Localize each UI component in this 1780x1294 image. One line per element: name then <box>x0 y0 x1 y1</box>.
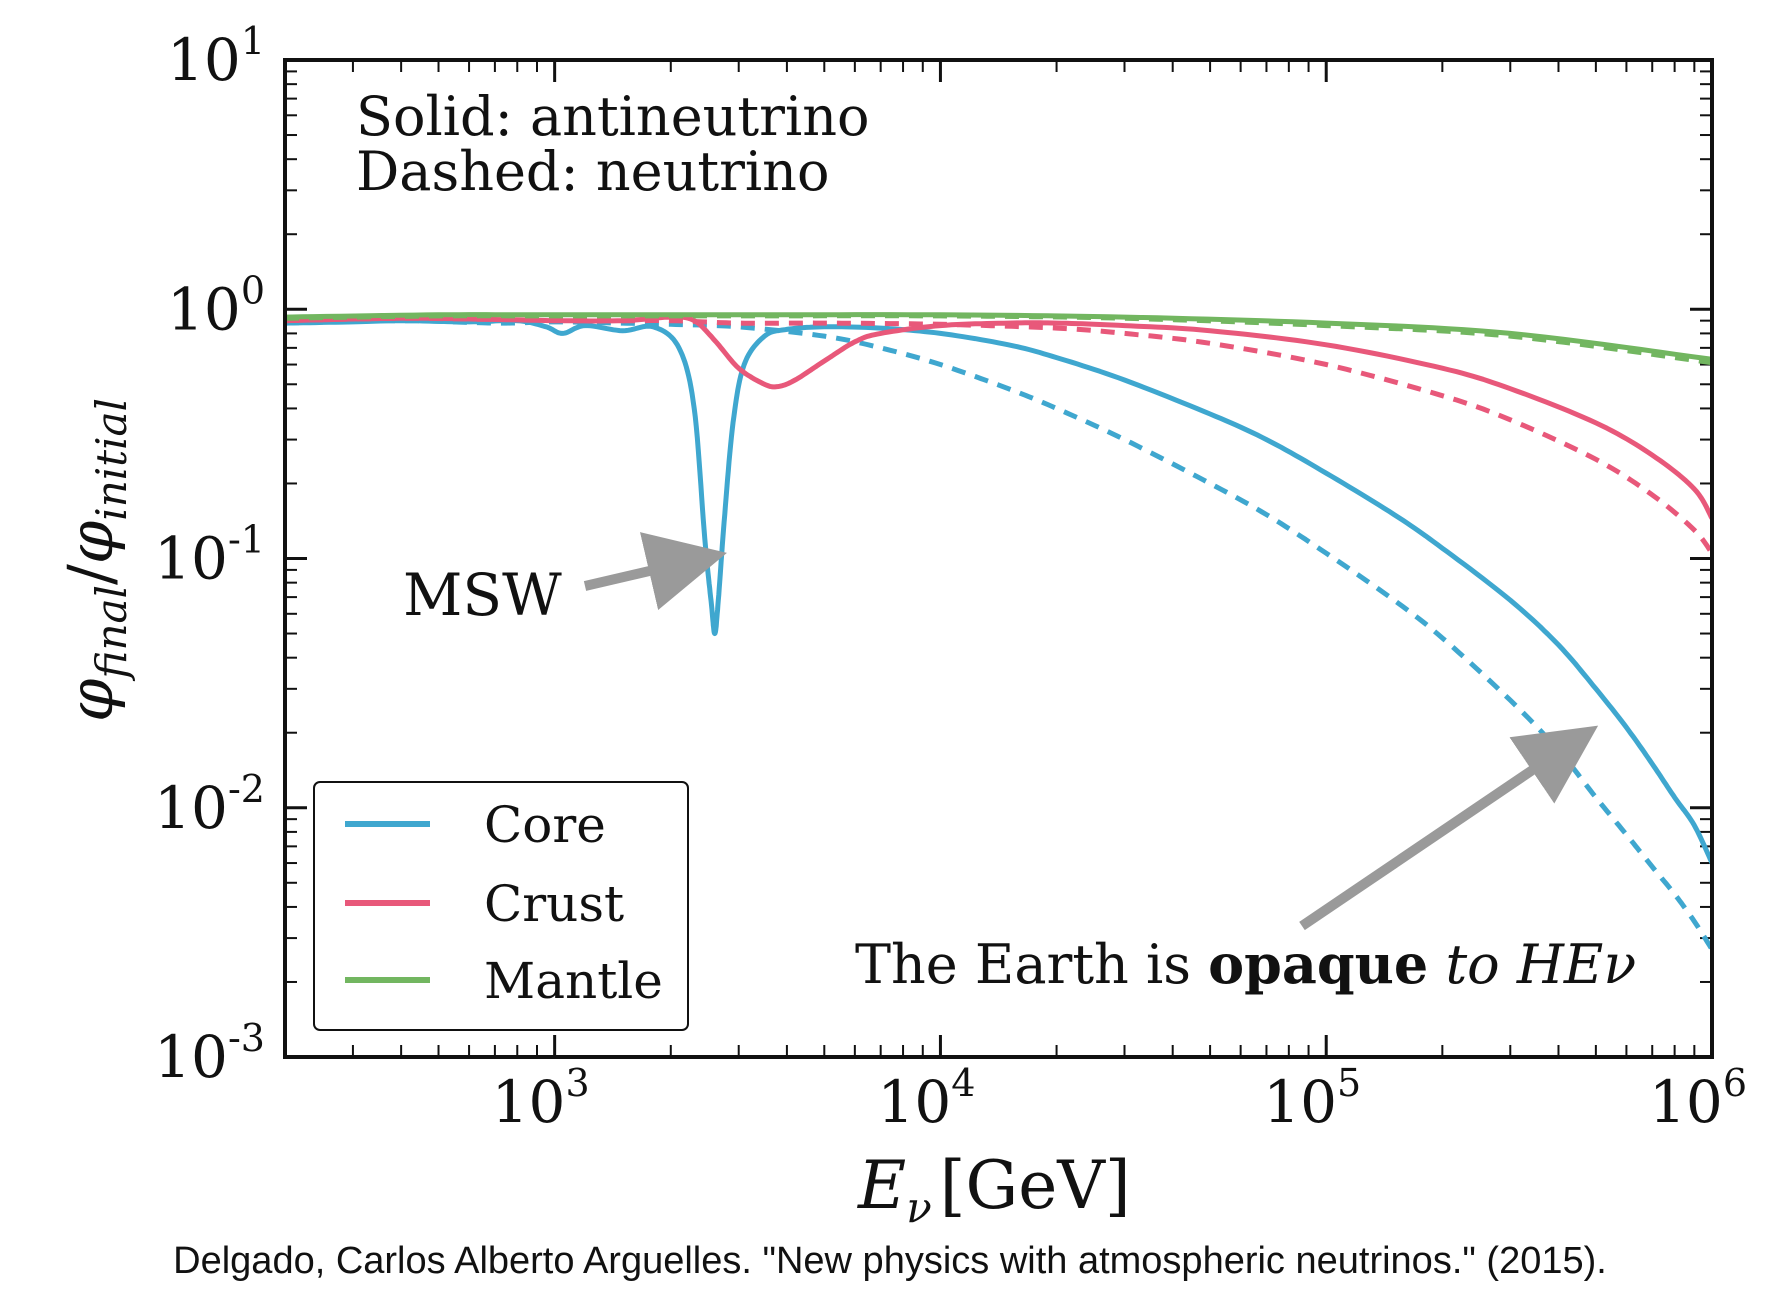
opaque-label: The Earth is opaque to HEν <box>855 932 1636 996</box>
opaque-label-post: to HEν <box>1428 933 1636 996</box>
y-tick-exp: 1 <box>241 19 265 63</box>
legend-label-crust: Crust <box>484 875 624 933</box>
y-tick-label: 100 <box>167 268 265 343</box>
y-axis-title: φfinal/φinitial <box>54 398 136 722</box>
y-tick-exp: -2 <box>228 767 265 811</box>
x-tick-label: 106 <box>1649 1061 1747 1136</box>
series-line-mantle-dashed <box>285 313 1712 366</box>
opaque-label-bold: opaque <box>1208 932 1428 996</box>
x-tick-exp: 5 <box>1337 1061 1361 1105</box>
series-layer <box>285 312 1712 951</box>
style-note-dashed: Dashed: neutrino <box>356 140 829 203</box>
x-tick-exp: 4 <box>951 1061 975 1105</box>
x-axis-title-unit: [GeV] <box>940 1147 1131 1224</box>
citation: Delgado, Carlos Alberto Arguelles. "New … <box>173 1240 1607 1282</box>
series-line-core-dashed <box>285 318 1712 951</box>
y-tick-exp: -3 <box>228 1016 265 1060</box>
x-tick-label: 105 <box>1263 1061 1361 1136</box>
y-tick-label: 10-3 <box>154 1016 265 1091</box>
y-tick-base: 10 <box>167 26 241 94</box>
msw-arrow <box>583 532 727 611</box>
y-axis-title-b: φ <box>54 520 127 564</box>
legend-box <box>313 781 689 1031</box>
y-tick-base: 10 <box>154 1023 228 1091</box>
y-axis-title-a: φ <box>54 678 127 722</box>
y-tick-base: 10 <box>154 525 228 593</box>
x-tick-label: 103 <box>492 1061 590 1136</box>
x-axis-title-main: E <box>857 1147 906 1224</box>
y-axis-title-b-sub: initial <box>87 398 136 521</box>
opaque-arrow <box>1299 725 1599 931</box>
x-tick-base: 10 <box>877 1068 951 1136</box>
y-tick-label: 10-2 <box>154 767 265 842</box>
x-tick-base: 10 <box>1649 1068 1723 1136</box>
y-tick-base: 10 <box>167 275 241 343</box>
legend-label-mantle: Mantle <box>484 952 663 1010</box>
y-axis-title-a-sub: final <box>87 585 136 682</box>
opaque-label-pre: The Earth is <box>855 933 1208 996</box>
y-tick-label: 101 <box>167 19 265 94</box>
x-axis-title: Eν [GeV] <box>857 1147 1131 1232</box>
series-line-crust-dashed <box>285 315 1712 555</box>
y-tick-base: 10 <box>154 774 228 842</box>
x-tick-label: 104 <box>877 1061 975 1136</box>
y-tick-label: 10-1 <box>154 518 265 593</box>
y-tick-exp: -1 <box>228 518 265 562</box>
x-tick-base: 10 <box>1263 1068 1337 1136</box>
plot-frame <box>283 58 1714 1059</box>
legend: Core Crust Mantle <box>313 781 689 1031</box>
x-tick-labels: 103 104 105 106 <box>492 1061 1747 1136</box>
y-axis-title-sep: / <box>54 564 127 585</box>
x-tick-exp: 3 <box>565 1061 589 1105</box>
series-line-crust-solid <box>285 314 1712 520</box>
x-axis-title-sub: ν <box>906 1183 932 1232</box>
legend-label-core: Core <box>484 796 606 854</box>
x-tick-exp: 6 <box>1723 1061 1747 1105</box>
msw-label: MSW <box>403 561 562 629</box>
y-tick-exp: 0 <box>241 268 265 312</box>
x-tick-base: 10 <box>492 1068 566 1136</box>
style-note-solid: Solid: antineutrino <box>356 85 870 148</box>
